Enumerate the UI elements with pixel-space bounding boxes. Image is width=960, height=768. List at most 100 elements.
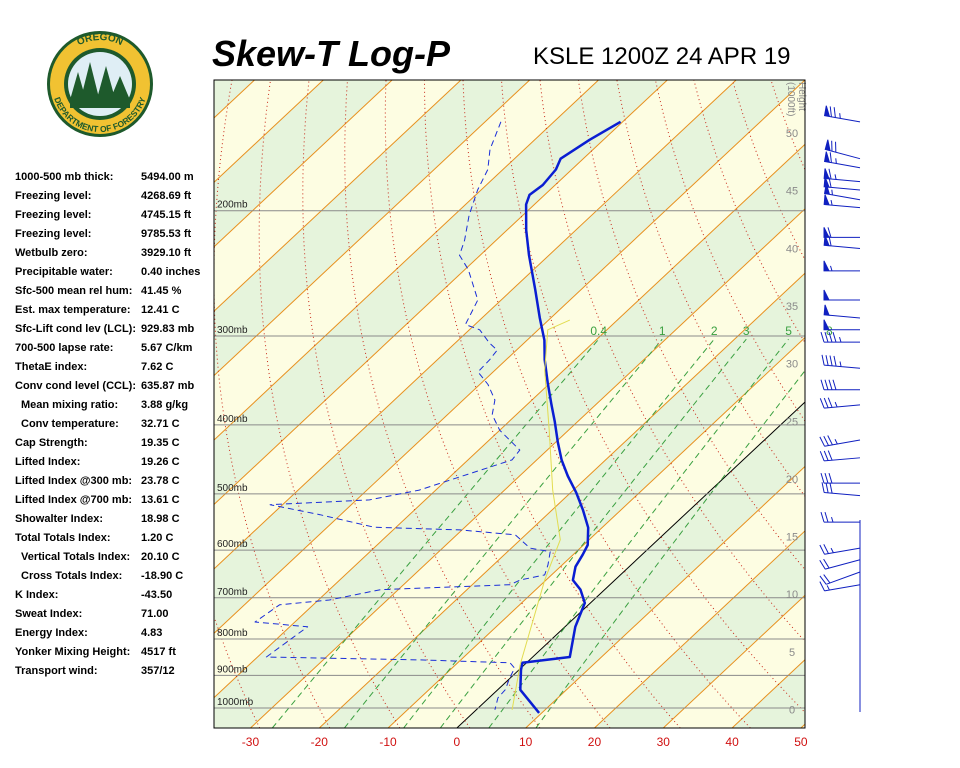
y-tick-label: 700mb [217,587,248,598]
x-tick-label: 40 [725,735,739,749]
index-label: 1000-500 mb thick: [15,171,113,183]
index-label: Freezing level: [15,209,91,221]
y2-axis-label: Height [796,82,807,111]
wind-barb [823,105,861,123]
wind-barb [823,183,861,201]
mixing-ratio-label: 1 [659,324,666,338]
index-label: Freezing level: [15,190,91,202]
wind-barb [823,151,861,169]
index-value: -18.90 C [141,570,183,582]
y-tick-label: 800mb [217,628,248,639]
isotherm-grid-line [525,465,805,728]
dry-adiabat [462,80,751,728]
wind-barb [823,319,861,331]
isotherm [214,80,599,441]
wind-barb [823,235,861,249]
index-label: Lifted Index: [15,456,80,468]
plot-frame [213,79,806,729]
index-value: 1.20 C [141,532,173,544]
mixing-ratio-label: 0.4 [590,324,607,338]
y2-tick-label: 50 [786,128,798,140]
index-label: Lifted Index @300 mb: [15,475,132,487]
isotherm [214,80,462,312]
y-tick-label: 600mb [217,539,248,550]
mixing-ratio-label: 2 [711,324,718,338]
index-value: 357/12 [141,665,175,677]
x-tick-label: -20 [311,735,329,749]
wind-barb [823,260,861,272]
y2-tick-label: 45 [786,186,798,198]
index-label: Precipitable water: [15,266,113,278]
index-value: 0.40 inches [141,266,200,278]
temperature-band [214,144,805,728]
wind-barb [819,450,861,462]
logo-trees [70,62,130,102]
isotherm-grid-line [250,208,805,728]
y2-tick-label: 40 [786,243,798,255]
x-tick-label: 20 [588,735,602,749]
index-value: 4268.69 ft [141,190,191,202]
y2-tick-label: 15 [786,532,798,544]
index-value: 18.98 C [141,513,180,525]
index-value: 3929.10 ft [141,247,191,259]
index-label: Cross Totals Index: [21,570,122,582]
temperature-band [870,80,960,728]
mixing-ratio-line [439,338,747,728]
index-label: ThetaE index: [15,361,87,373]
wind-barb [823,304,861,319]
y2-axis-label: (1000ft) [785,82,796,116]
isotherm [214,80,393,248]
dry-adiabat [577,80,805,571]
isotherm-grid-line [456,401,805,728]
logo-top-text: OREGON [75,32,124,48]
x-tick-label: -10 [379,735,397,749]
wind-barb [823,289,861,301]
wind-barb [819,581,861,592]
index-label: Vertical Totals Index: [21,551,130,563]
isotherm [214,143,805,699]
y-tick-label: 500mb [217,483,248,494]
logo-ground [70,100,130,108]
isotherm-grid-line [662,594,805,728]
index-value: 929.83 mb [141,323,194,335]
index-label: Wetbulb zero: [15,247,88,259]
logo-top: OREGON [75,32,124,48]
y2-tick-label: 30 [786,359,798,371]
index-value: 32.71 C [141,418,180,430]
y2-tick-label: 20 [786,474,798,486]
index-value: 9785.53 ft [141,228,191,240]
temperature-band [214,80,805,698]
dry-adiabat [344,80,541,728]
index-label: Showalter Index: [15,513,103,525]
index-label: Sfc-Lift cond lev (LCL): [15,323,136,335]
wind-barb [820,511,861,523]
isotherm [214,80,737,570]
dry-adiabat [384,80,611,728]
isotherm [214,80,805,634]
index-label: Yonker Mixing Height: [15,646,130,658]
index-value: 23.78 C [141,475,180,487]
wind-barb [820,379,861,391]
y2-tick-label: 25 [786,416,798,428]
index-label: Sweat Index: [15,608,82,620]
index-value: -43.50 [141,589,172,601]
dry-adiabat [616,80,805,498]
index-value: 7.62 C [141,361,173,373]
isotherm [214,80,531,377]
dry-adiabat [214,615,261,728]
wind-barb [824,139,861,160]
x-tick-label: 0 [454,735,461,749]
isotherm-grid-line [318,272,805,728]
isotherm [870,80,960,728]
wind-barb [823,168,861,183]
dry-adiabat [302,80,471,728]
mixing-ratio-line [271,338,600,728]
y-tick-label: 1000mb [217,697,254,708]
wind-barb [823,194,861,209]
dry-adiabat [809,80,960,728]
index-label: Freezing level: [15,228,91,240]
index-value: 5494.00 m [141,171,194,183]
y-tick-label: 200mb [217,200,248,211]
index-label: Mean mixing ratio: [21,399,118,411]
